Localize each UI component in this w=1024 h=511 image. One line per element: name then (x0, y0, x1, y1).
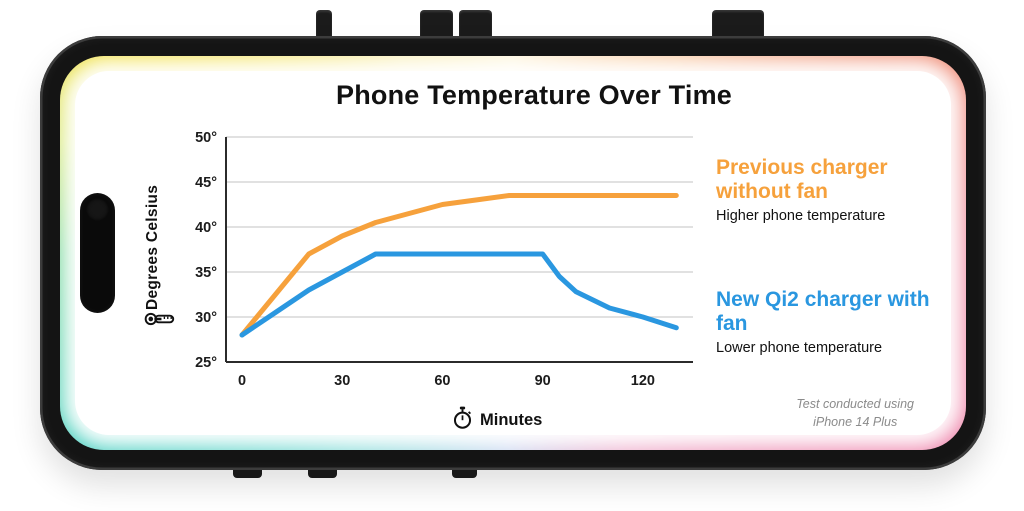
phone-body: Phone Temperature Over Time Degrees Cels… (40, 36, 986, 470)
stopwatch-icon (452, 406, 473, 435)
x-axis-label: Minutes (480, 411, 543, 429)
dynamic-island (80, 193, 115, 313)
phone-screen: Phone Temperature Over Time Degrees Cels… (60, 56, 966, 450)
mute-switch (316, 10, 332, 42)
y-tick-label: 40° (195, 220, 217, 236)
series-line (239, 193, 679, 338)
x-tick-label: 90 (535, 373, 551, 389)
legend-qi2-charger: New Qi2 charger with fan Lower phone tem… (716, 288, 941, 356)
legend-previous-charger-subtitle: Higher phone temperature (716, 208, 886, 225)
y-tick-label: 25° (195, 355, 217, 371)
series-line (239, 251, 679, 338)
x-tick-label: 30 (334, 373, 350, 389)
legend-previous-charger-title: Previous charger without fan (716, 156, 888, 203)
line-chart: 25° 30° 35° 40° 45° 50° 0 30 60 90 120 (195, 130, 693, 389)
thermometer-icon (144, 308, 177, 335)
camera-lens (86, 198, 109, 221)
y-tick-label: 30° (195, 310, 217, 326)
x-axis-label-group: Minutes (452, 406, 542, 435)
y-tick-label: 35° (195, 265, 217, 281)
legend-previous-charger: Previous charger without fan Higher phon… (716, 156, 941, 224)
x-tick-label: 120 (631, 373, 655, 389)
test-footnote-line1: Test conducted using (796, 397, 914, 411)
x-tick-label: 60 (434, 373, 450, 389)
phone-frame: Phone Temperature Over Time Degrees Cels… (40, 10, 986, 478)
test-footnote-line2: iPhone 14 Plus (813, 414, 898, 429)
y-tick-label: 45° (195, 175, 217, 191)
legend-qi2-charger-title: New Qi2 charger with fan (716, 288, 930, 335)
chart-title: Phone Temperature Over Time (335, 80, 733, 110)
chart-panel: Phone Temperature Over Time Degrees Cels… (60, 56, 966, 450)
y-tick-label: 50° (195, 130, 217, 146)
x-tick-label: 0 (238, 373, 246, 389)
legend-qi2-charger-subtitle: Lower phone temperature (716, 340, 883, 357)
test-footnote: Test conducted using iPhone 14 Plus (796, 396, 914, 431)
